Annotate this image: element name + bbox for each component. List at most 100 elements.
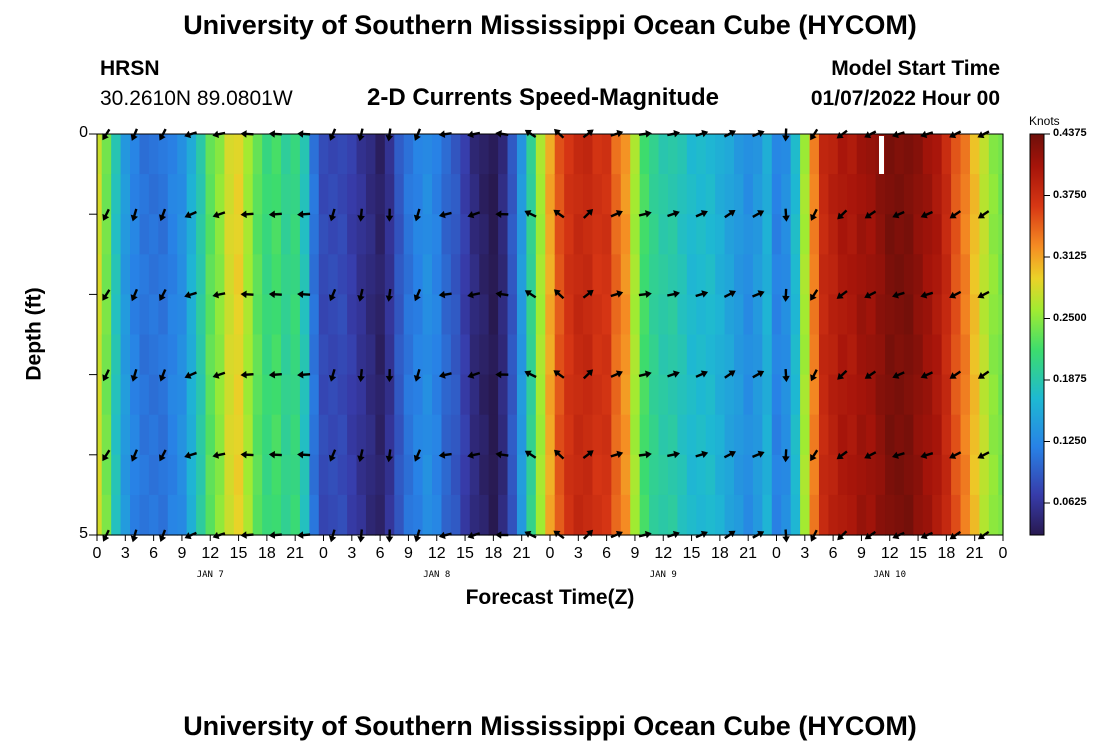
heatmap-cell — [262, 134, 273, 175]
heatmap-cell — [375, 134, 386, 175]
heatmap-cell — [847, 374, 858, 416]
heatmap-cell — [214, 254, 226, 295]
heatmap-cell — [488, 494, 499, 536]
heatmap-cell — [337, 334, 348, 376]
station-name: HRSN — [100, 57, 160, 80]
heatmap-cell — [601, 294, 612, 336]
heatmap-cell — [233, 334, 244, 376]
heatmap-cell — [111, 454, 122, 496]
heatmap-cell — [233, 374, 244, 416]
heatmap-cell — [771, 334, 782, 376]
x-tick-label: 6 — [149, 545, 159, 562]
quiver-arrow — [667, 210, 680, 218]
heatmap-cell — [941, 414, 952, 456]
heatmap-cell — [649, 374, 660, 416]
heatmap-cell — [328, 254, 339, 295]
heatmap-cell — [148, 454, 159, 496]
heatmap-cell — [960, 254, 971, 295]
heatmap-cell — [384, 374, 395, 416]
quiver-arrow — [159, 449, 167, 462]
heatmap-cell — [667, 454, 679, 496]
heatmap-cell — [611, 414, 622, 456]
heatmap-cell — [337, 294, 348, 336]
heatmap-cell — [998, 454, 1004, 496]
heatmap-cell — [469, 374, 480, 416]
heatmap-cell — [375, 334, 386, 376]
heatmap-cell — [762, 334, 773, 376]
heatmap-cell — [271, 134, 282, 175]
heatmap-cell — [592, 454, 603, 496]
quiver-arrow — [810, 289, 819, 301]
heatmap-cell — [705, 494, 716, 536]
heatmap-cell — [469, 414, 480, 456]
x-tick-label: 9 — [177, 545, 187, 562]
heatmap-cell — [111, 374, 122, 416]
heatmap-cell — [460, 294, 471, 336]
heatmap-cell — [450, 254, 461, 295]
heatmap-cell — [667, 494, 679, 536]
quiver-arrow — [553, 370, 565, 379]
heatmap-cell — [262, 294, 273, 336]
heatmap-cell — [507, 334, 518, 376]
heatmap-cell — [196, 454, 207, 496]
heatmap-cell — [922, 374, 933, 416]
heatmap-cell — [205, 414, 216, 456]
heatmap-cell — [365, 174, 377, 215]
heatmap-cell — [233, 494, 244, 536]
heatmap-cell — [498, 134, 509, 175]
heatmap-cell — [583, 374, 594, 416]
y-tick-label: 0 — [79, 124, 88, 141]
heatmap-cell — [800, 254, 811, 295]
heatmap-cell — [611, 294, 622, 336]
quiver-arrow — [297, 210, 311, 219]
heatmap-cell — [299, 454, 310, 496]
heatmap-cell — [988, 294, 999, 336]
heatmap-cell — [724, 254, 735, 295]
heatmap-cell — [441, 174, 452, 215]
heatmap-cell — [384, 494, 395, 536]
heatmap-cell — [809, 294, 820, 336]
heatmap-cell — [545, 134, 556, 175]
heatmap-cell — [696, 134, 707, 175]
heatmap-cell — [365, 334, 377, 376]
heatmap-cell — [979, 294, 990, 336]
heatmap-cell — [903, 334, 914, 376]
heatmap-cell — [752, 374, 763, 416]
quiver-arrow — [892, 371, 905, 379]
heatmap-cell — [677, 174, 688, 215]
heatmap-cell — [828, 454, 839, 496]
heatmap-cell — [715, 374, 726, 416]
heatmap-cell — [413, 374, 424, 416]
heatmap-cell — [922, 494, 933, 536]
heatmap-cell — [885, 294, 896, 336]
heatmap-cell — [432, 214, 443, 255]
heatmap-cell — [139, 254, 150, 295]
heatmap-cell — [696, 294, 707, 336]
quiver-arrow — [582, 209, 594, 219]
heatmap-cell — [403, 334, 414, 376]
heatmap-cell — [913, 214, 924, 255]
heatmap-cell — [941, 334, 952, 376]
heatmap-cell — [498, 254, 509, 295]
heatmap-cell — [262, 374, 273, 416]
heatmap-cell — [856, 334, 867, 376]
heatmap-cell — [177, 494, 188, 536]
heatmap-cell — [97, 414, 103, 456]
day-label: JAN 9 — [649, 570, 677, 580]
heatmap-cell — [866, 334, 877, 376]
heatmap-cell — [979, 254, 990, 295]
heatmap-cell — [97, 254, 103, 295]
heatmap-cell — [479, 454, 490, 496]
heatmap-cell — [328, 334, 339, 376]
heatmap-cell — [988, 334, 999, 376]
x-tick-label: 21 — [512, 545, 531, 562]
heatmap-cell — [233, 414, 244, 456]
heatmap-cell — [649, 294, 660, 336]
x-tick-label: 15 — [682, 545, 701, 562]
heatmap-cell — [667, 214, 679, 255]
heatmap-cell — [809, 174, 820, 215]
quiver-arrow — [385, 449, 394, 463]
quiver-arrow — [240, 450, 254, 459]
heatmap-cell — [790, 174, 801, 215]
heatmap-cell — [290, 454, 301, 496]
